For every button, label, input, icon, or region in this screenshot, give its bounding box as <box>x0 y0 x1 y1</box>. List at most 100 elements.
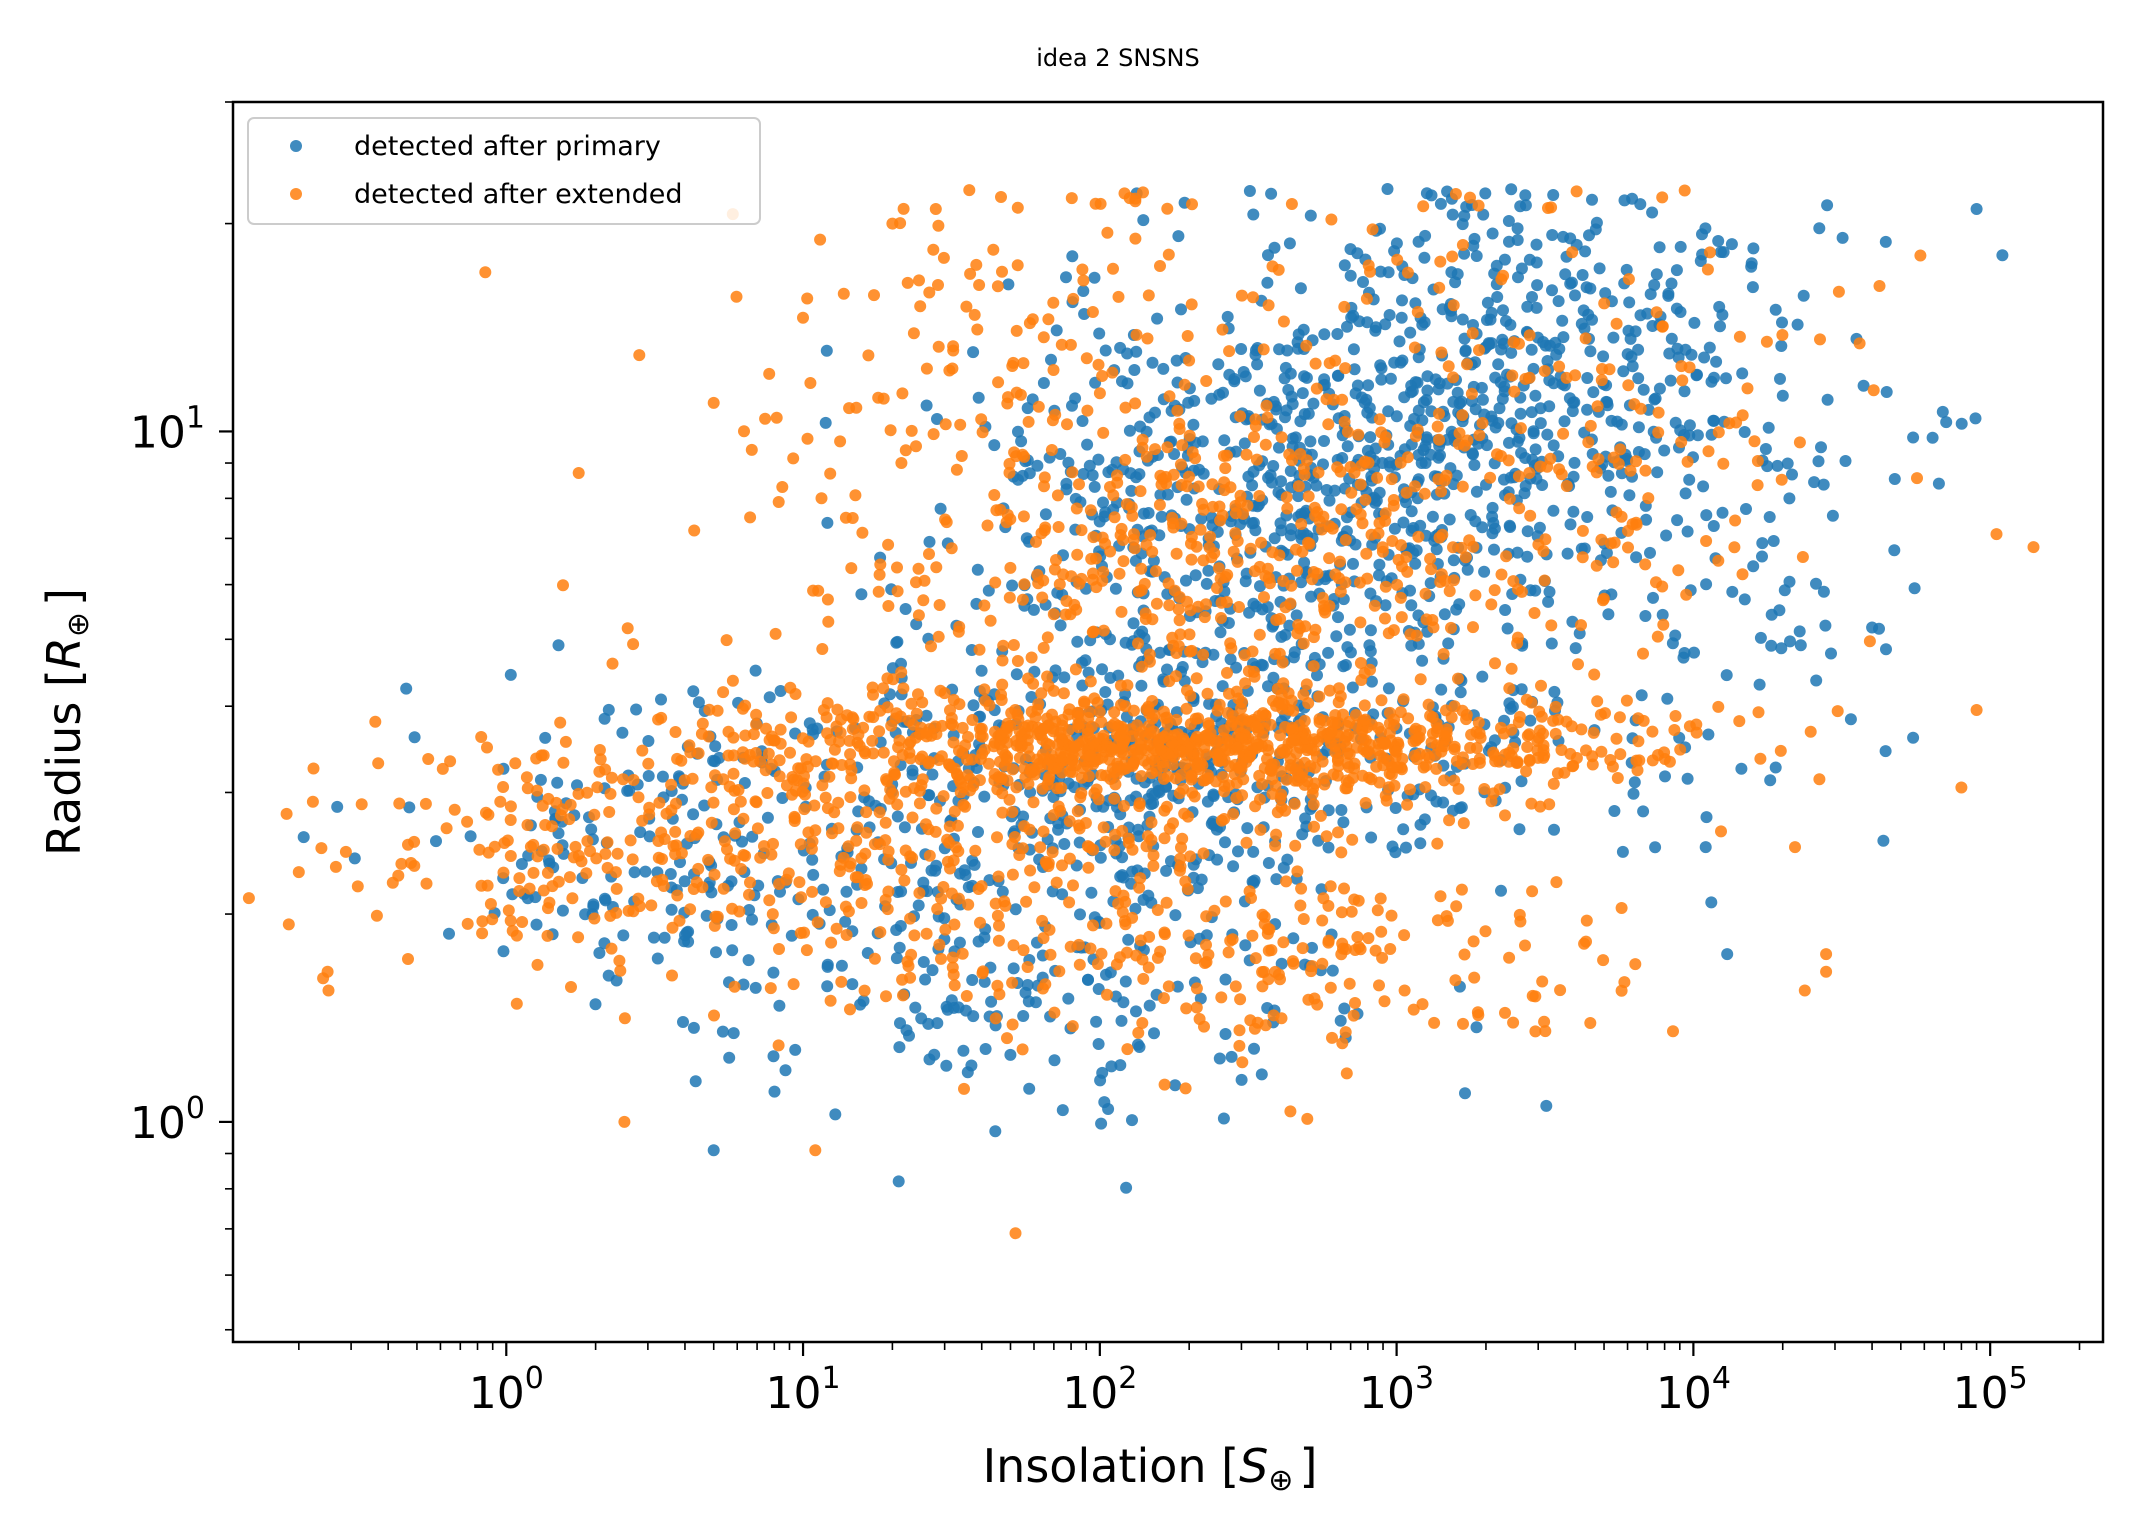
data-point <box>1116 824 1129 837</box>
data-point <box>643 801 656 814</box>
data-point <box>1752 706 1765 719</box>
data-point <box>1007 639 1020 651</box>
data-point <box>1357 276 1369 288</box>
data-point <box>1257 343 1270 356</box>
data-point <box>678 774 691 787</box>
data-point <box>941 833 954 846</box>
data-point <box>1970 203 1983 215</box>
data-point <box>1470 250 1483 262</box>
data-point <box>1630 551 1643 564</box>
data-point <box>729 827 742 840</box>
data-point <box>709 769 721 782</box>
data-point <box>912 899 925 912</box>
data-point <box>1109 778 1122 791</box>
data-point <box>1082 861 1095 874</box>
data-point <box>501 834 514 847</box>
data-point <box>830 922 843 935</box>
data-point <box>1499 604 1512 616</box>
data-point <box>1774 372 1786 385</box>
data-point <box>633 349 646 362</box>
data-point <box>776 792 789 804</box>
y-axis-label: Radius [R⊕] <box>37 588 96 856</box>
data-point <box>1218 476 1231 489</box>
data-point <box>1338 1002 1351 1015</box>
data-point <box>973 774 986 787</box>
data-point <box>497 945 510 958</box>
data-point <box>1450 900 1463 913</box>
x-axis: 100 101 102 103 104 105 <box>298 1342 2081 1419</box>
data-point <box>1200 375 1213 387</box>
data-point <box>1154 646 1166 659</box>
data-point <box>1084 749 1097 762</box>
data-point <box>1955 781 1968 794</box>
data-point <box>601 836 614 849</box>
data-point <box>1639 610 1652 622</box>
data-point <box>903 1029 915 1042</box>
data-point <box>1359 713 1372 726</box>
data-point <box>642 735 655 747</box>
data-point <box>705 816 718 829</box>
data-point <box>759 412 772 425</box>
data-point <box>622 904 635 917</box>
data-point <box>1088 271 1101 284</box>
data-point <box>664 868 677 880</box>
data-point <box>1417 200 1430 213</box>
data-point <box>908 929 921 942</box>
data-point <box>1043 923 1056 936</box>
data-point <box>1699 841 1712 854</box>
data-point <box>556 803 569 816</box>
data-point <box>1815 441 1827 454</box>
data-point <box>1044 948 1057 961</box>
data-point <box>1292 490 1305 503</box>
data-point <box>1050 876 1063 889</box>
data-point <box>882 600 895 612</box>
data-point <box>1136 953 1149 966</box>
data-point <box>1428 1016 1441 1029</box>
data-point <box>1590 216 1603 229</box>
data-point <box>1656 320 1669 333</box>
data-point <box>1130 471 1143 484</box>
data-point <box>1125 501 1138 514</box>
data-point <box>1567 396 1580 409</box>
data-point <box>1222 946 1235 959</box>
data-point <box>726 674 739 687</box>
data-point <box>1528 607 1541 619</box>
data-point <box>647 931 660 944</box>
data-point <box>1357 733 1370 746</box>
data-point <box>1394 591 1407 604</box>
data-point <box>1748 435 1761 448</box>
data-point <box>1087 567 1099 580</box>
data-point <box>1134 485 1147 498</box>
data-point <box>1409 557 1422 570</box>
data-point <box>1117 996 1130 1009</box>
data-point <box>1714 320 1726 333</box>
data-point <box>1664 374 1677 387</box>
data-point <box>782 867 795 880</box>
data-point <box>1023 823 1036 836</box>
data-point <box>1337 660 1350 673</box>
data-point <box>604 787 617 800</box>
data-point <box>1347 343 1360 356</box>
data-point <box>1836 231 1849 244</box>
data-point <box>605 771 618 784</box>
data-point <box>851 821 864 834</box>
data-point <box>1240 756 1253 768</box>
data-point <box>861 877 873 890</box>
data-point <box>1245 892 1257 904</box>
data-point <box>845 562 858 575</box>
data-point <box>1940 416 1953 429</box>
data-point <box>1640 513 1653 526</box>
data-point <box>920 709 933 722</box>
data-point <box>927 243 940 256</box>
data-point <box>1395 611 1408 624</box>
data-point <box>940 1059 953 1072</box>
data-point <box>745 443 758 456</box>
data-point <box>1570 185 1583 198</box>
data-point <box>1572 658 1584 671</box>
data-point <box>642 757 655 770</box>
data-point <box>617 929 630 942</box>
data-point <box>1379 507 1392 520</box>
data-point <box>1306 573 1319 586</box>
data-point <box>1171 404 1184 417</box>
data-point <box>1494 376 1507 389</box>
